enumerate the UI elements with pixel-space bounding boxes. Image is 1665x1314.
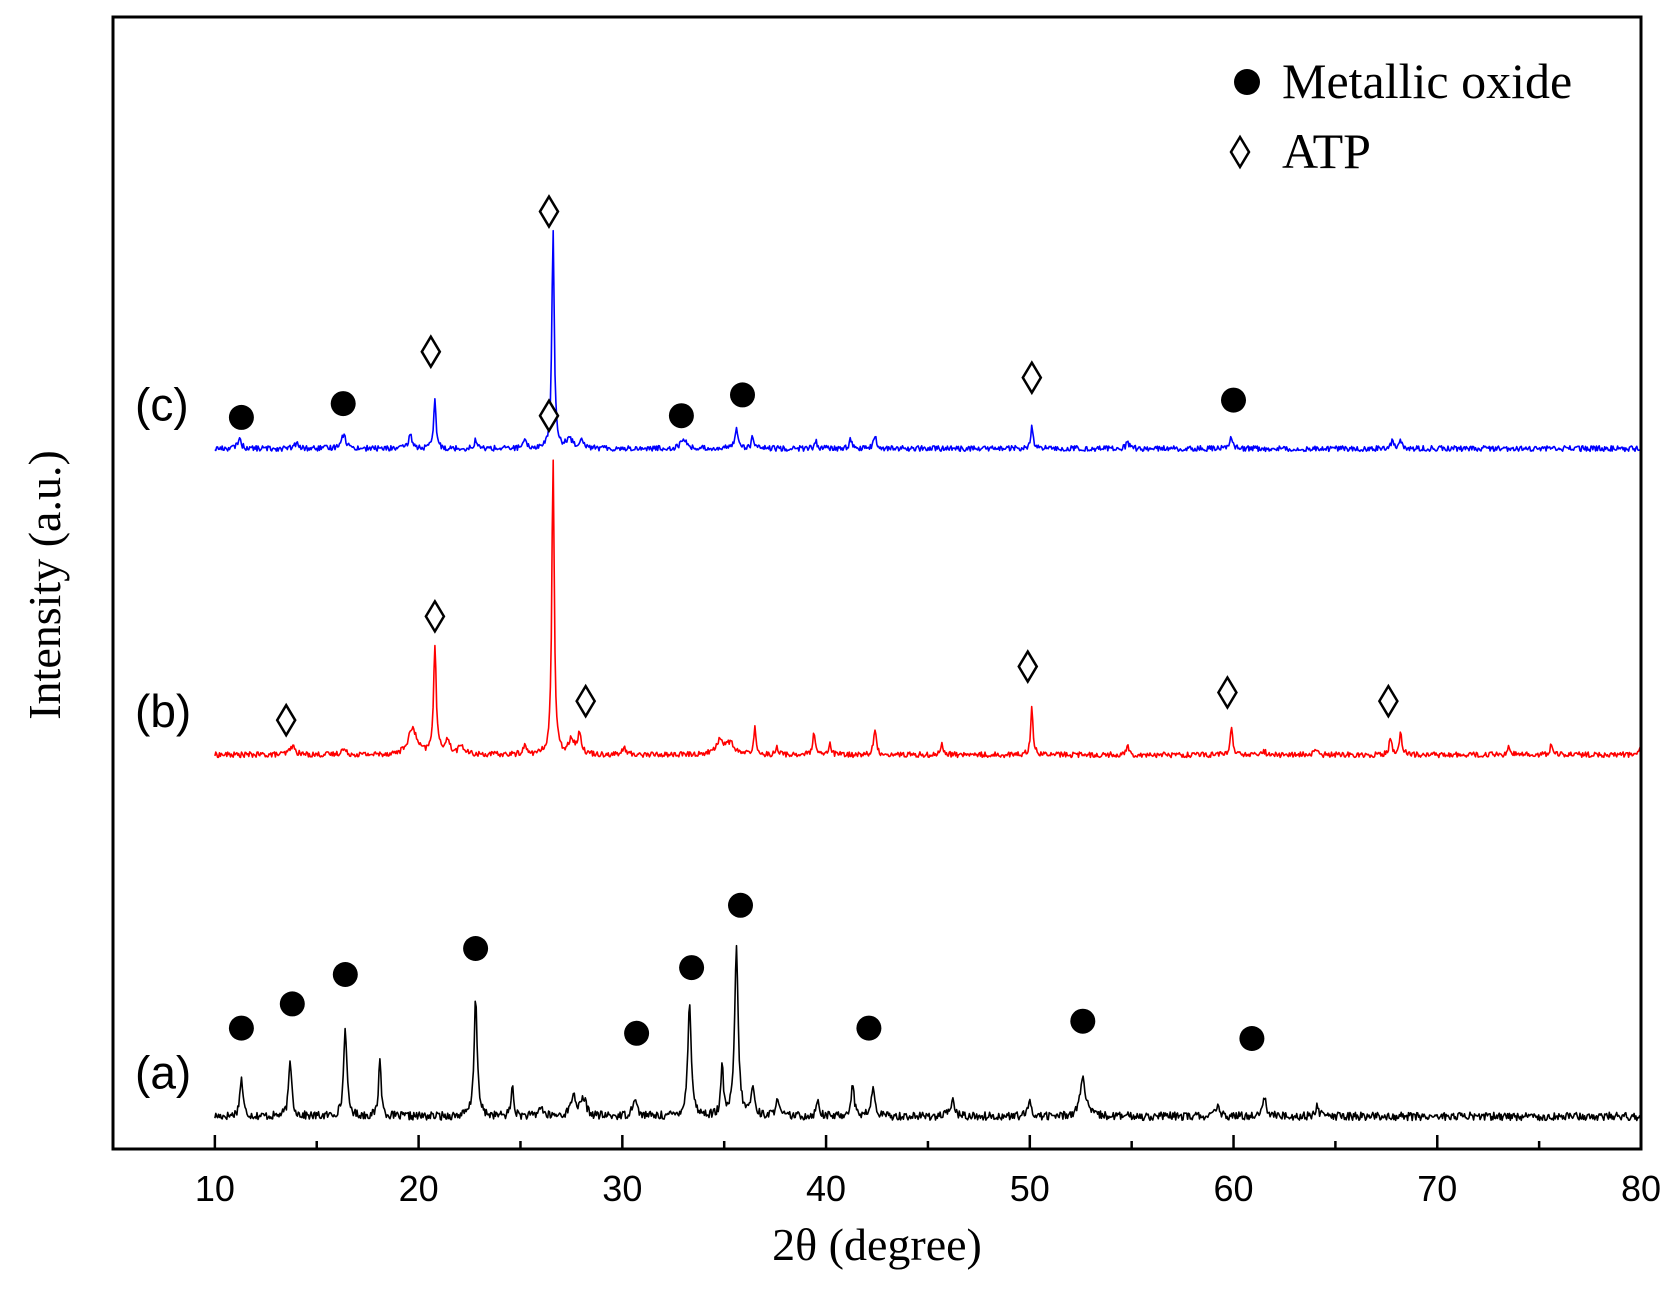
metallic-oxide-marker [463, 936, 489, 961]
x-tick-label: 40 [806, 1168, 846, 1209]
metallic-oxide-marker [279, 991, 305, 1017]
plot-frame [111, 15, 1643, 1151]
atp-marker [538, 194, 560, 229]
metallic-oxide-marker [1239, 1026, 1265, 1051]
metallic-oxide-marker [668, 403, 694, 429]
atp-marker [1216, 675, 1238, 710]
series-line-1 [214, 459, 1642, 759]
metallic-oxide-marker [856, 1015, 882, 1041]
y-axis-title: Intensity (a.u.) [19, 450, 70, 720]
series-line-2 [214, 229, 1641, 453]
atp-marker [1017, 649, 1039, 684]
metallic-oxide-marker [228, 404, 254, 430]
series-line-0 [214, 944, 1642, 1122]
series-label-0: (a) [135, 1046, 191, 1098]
atp-marker [575, 683, 597, 719]
metallic-oxide-marker [228, 1015, 254, 1041]
metallic-oxide-marker [332, 962, 358, 987]
metallic-oxide-marker [1070, 1008, 1096, 1034]
legend-circle-icon [1234, 69, 1260, 95]
x-axis-title: 2θ (degree) [772, 1219, 982, 1270]
metallic-oxide-marker [728, 892, 753, 918]
atp-marker [1021, 360, 1043, 396]
series-label-layer: (a) (b) (c) [135, 379, 191, 1099]
metallic-oxide-marker [624, 1020, 650, 1046]
legend-label-atp: ATP [1282, 123, 1371, 179]
x-tick-label: 30 [602, 1168, 642, 1209]
x-tick-label: 60 [1214, 1168, 1254, 1209]
x-tick-label: 10 [195, 1168, 235, 1209]
atp-marker [424, 598, 446, 634]
x-tick-label: 20 [399, 1168, 439, 1209]
metallic-oxide-marker [1221, 387, 1246, 413]
legend-diamond-icon [1229, 134, 1251, 170]
x-tick-label: 80 [1621, 1168, 1661, 1209]
legend: Metallic oxide ATP [1229, 53, 1572, 179]
metallic-oxide-marker [730, 382, 755, 408]
peak-marker-layer [228, 194, 1399, 1051]
metallic-oxide-marker [330, 391, 356, 417]
series-label-1: (b) [135, 685, 191, 737]
x-axis-ticks: 10 20 30 40 50 60 70 80 [195, 1135, 1661, 1209]
atp-marker [275, 702, 297, 738]
legend-label-metallic-oxide: Metallic oxide [1282, 53, 1572, 109]
x-tick-label: 70 [1417, 1168, 1457, 1209]
series-label-2: (c) [135, 379, 189, 431]
atp-marker [538, 398, 560, 434]
atp-marker [1377, 683, 1399, 719]
series-layer [214, 229, 1642, 1122]
atp-marker [420, 334, 442, 370]
x-tick-label: 50 [1010, 1168, 1050, 1209]
metallic-oxide-marker [679, 955, 705, 981]
